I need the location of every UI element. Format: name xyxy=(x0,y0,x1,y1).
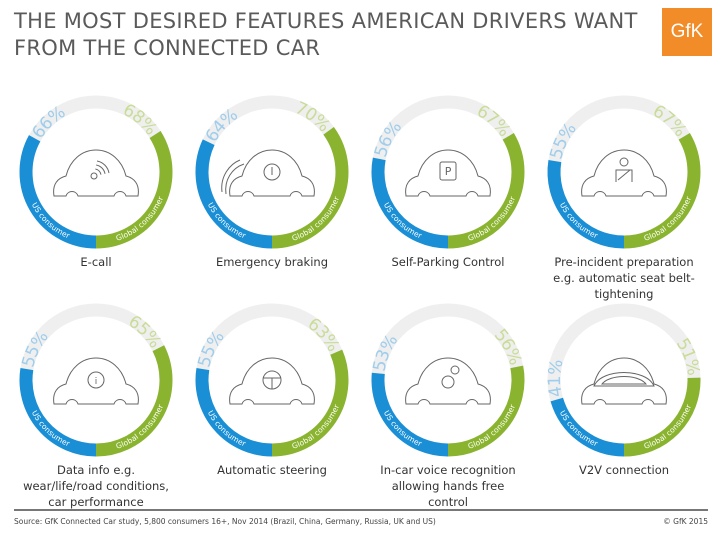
us-consumer-arc xyxy=(371,157,449,249)
feature-label: Automatic steering xyxy=(217,463,327,477)
us-consumer-label: US consumer xyxy=(206,409,248,449)
title-line-1: THE MOST DESIRED FEATURES AMERICAN DRIVE… xyxy=(14,9,638,33)
global-consumer-arc xyxy=(271,349,349,457)
car-braking-icon xyxy=(221,149,315,197)
feature-label: Data info e.g. wear/life/road conditions… xyxy=(23,463,169,509)
footer-divider xyxy=(14,509,708,511)
global-consumer-arc xyxy=(623,377,701,457)
us-consumer-label: US consumer xyxy=(382,409,424,449)
car-voice-icon xyxy=(405,357,491,405)
donut-chart: US consumer Global consumer 53% 56% xyxy=(360,292,536,468)
global-consumer-arc xyxy=(447,365,525,457)
title-line-2: FROM THE CONNECTED CAR xyxy=(14,36,321,60)
us-consumer-arc xyxy=(195,368,273,457)
donut-chart: US consumer Global consumer 64% 70% xyxy=(184,84,360,260)
feature-label: In-car voice recognition allowing hands … xyxy=(380,463,516,509)
feature-label: Self-Parking Control xyxy=(391,255,505,269)
global-consumer-arc xyxy=(271,127,349,249)
us-consumer-label: US consumer xyxy=(558,409,600,449)
us-consumer-arc xyxy=(19,368,97,457)
us-consumer-label: US consumer xyxy=(30,201,72,241)
donut-chart: US consumer Global consumer 55% 67% xyxy=(536,84,712,260)
us-consumer-label: US consumer xyxy=(382,201,424,241)
us-percentage: 41% xyxy=(545,358,568,399)
donut-chart: US consumer Global consumer 56% 67% P xyxy=(360,84,536,260)
car-wifi-icon xyxy=(53,149,139,197)
car-seatbelt-icon xyxy=(581,149,667,197)
car-v2v-icon xyxy=(581,357,667,405)
svg-text:i: i xyxy=(95,377,98,387)
source-note: Source: GfK Connected Car study, 5,800 c… xyxy=(14,517,436,526)
us-consumer-label: US consumer xyxy=(206,201,248,241)
feature-label: Pre-incident preparation e.g. automatic … xyxy=(553,255,695,301)
donut-chart: US consumer Global consumer 55% 63% xyxy=(184,292,360,468)
feature-label: E-call xyxy=(80,255,112,269)
car-steering-icon xyxy=(229,357,315,405)
us-consumer-arc xyxy=(19,135,97,249)
global-consumer-arc xyxy=(95,131,173,249)
donut-chart: US consumer Global consumer 55% 65% i xyxy=(8,292,184,468)
feature-label: V2V connection xyxy=(578,463,670,477)
page-title: THE MOST DESIRED FEATURES AMERICAN DRIVE… xyxy=(14,8,638,62)
feature-label: Emergency braking xyxy=(215,255,329,269)
gfk-logo: GfK xyxy=(662,8,712,56)
us-consumer-arc xyxy=(195,139,273,249)
car-info-icon: i xyxy=(53,357,139,405)
us-consumer-arc xyxy=(550,397,625,457)
us-consumer-arc xyxy=(371,372,449,457)
global-consumer-arc xyxy=(95,345,173,457)
svg-text:P: P xyxy=(445,165,452,178)
global-consumer-arc xyxy=(623,133,701,249)
us-consumer-label: US consumer xyxy=(30,409,72,449)
donut-chart: US consumer Global consumer 41% 51% xyxy=(536,292,712,468)
copyright: © GfK 2015 xyxy=(663,517,708,526)
us-consumer-label: US consumer xyxy=(558,201,600,241)
us-consumer-arc xyxy=(547,160,625,249)
donut-chart: US consumer Global consumer 66% 68% xyxy=(8,84,184,260)
global-consumer-arc xyxy=(447,133,525,249)
car-parking-icon: P xyxy=(405,149,491,197)
